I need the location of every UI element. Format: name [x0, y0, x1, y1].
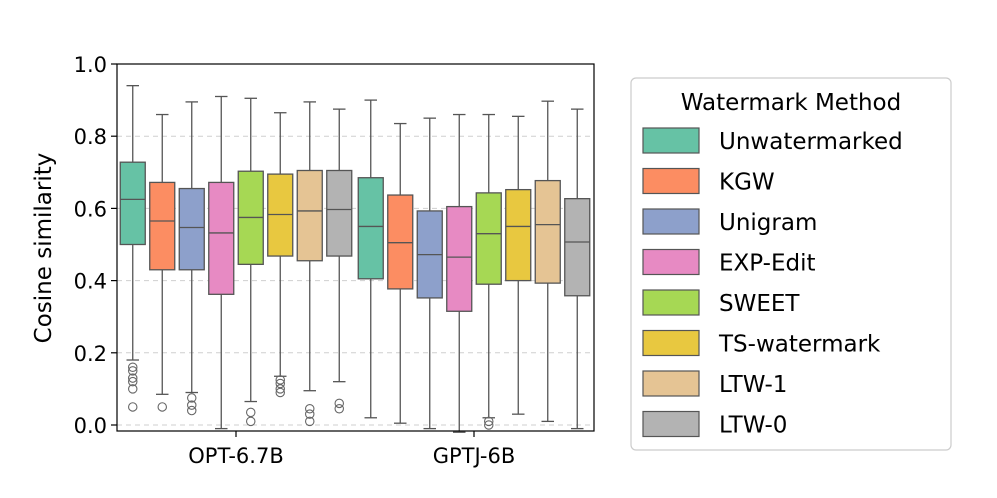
outlier-point: [483, 420, 494, 430]
outlier-point: [187, 400, 197, 410]
outlier-point: [304, 409, 315, 419]
legend-label-exp-edit: EXP-Edit: [719, 251, 816, 277]
outlier-point: [275, 387, 285, 398]
y-tick-label-5: 1.0: [74, 53, 107, 77]
outlier-point: [128, 373, 138, 383]
legend: Watermark Method Unwatermarked KGW Unigram…: [630, 77, 952, 451]
legend-swatch-ltw-0: [642, 410, 700, 438]
box-ts-watermark-0: [267, 112, 294, 398]
iqr-box: [208, 181, 235, 295]
y-tick-label-0: 0.0: [74, 414, 107, 438]
outlier-point: [334, 404, 344, 414]
y-tick-label-3: 0.6: [74, 197, 107, 221]
plot-area: [116, 63, 595, 432]
legend-swatch-unigram: [642, 208, 700, 235]
outlier-point: [157, 402, 168, 412]
legend-swatch-exp-edit: [642, 248, 700, 276]
legend-frame: [630, 77, 952, 451]
legend-label-ltw-0: LTW-0: [719, 413, 787, 439]
legend-label-unigram: Unigram: [719, 210, 817, 236]
iqr-box: [119, 161, 146, 246]
y-axis: 0.0 0.2 0.4 0.6 0.8 1.0: [74, 53, 117, 438]
box-ltw-1-1: [534, 100, 561, 423]
box-sweet-1: [475, 113, 502, 430]
box-ltw-0-1: [564, 108, 591, 430]
iqr-box: [534, 179, 561, 284]
legend-label-unwatermarked: Unwatermarked: [719, 129, 903, 155]
box-ltw-0-0: [326, 108, 353, 414]
box-unigram-0: [178, 101, 205, 416]
outlier-point: [128, 366, 138, 376]
outlier-point: [304, 404, 315, 414]
outlier-point: [128, 362, 138, 372]
legend-title: Watermark Method: [681, 90, 901, 116]
x-tick-label-1: GPTJ-6B: [433, 444, 516, 468]
outlier-point: [187, 405, 197, 416]
box-exp-edit-0: [208, 95, 235, 430]
box-unwatermarked-0: [119, 85, 146, 412]
legend-swatch-ts-watermark: [642, 329, 700, 357]
outlier-point: [334, 398, 344, 409]
legend-label-kgw: KGW: [719, 170, 775, 196]
iqr-box: [357, 177, 384, 280]
iqr-box: [178, 187, 205, 271]
box-kgw-0: [149, 113, 176, 412]
iqr-box: [296, 169, 323, 262]
outlier-point: [483, 416, 494, 427]
box-sweet-0: [237, 97, 264, 427]
x-tick-label-0: OPT-6.7B: [188, 444, 283, 468]
y-tick-label-1: 0.2: [74, 342, 107, 366]
legend-swatch-sweet: [642, 289, 700, 316]
iqr-box: [505, 188, 532, 282]
iqr-box: [446, 205, 473, 312]
iqr-box: [149, 181, 176, 271]
box-unwatermarked-1: [357, 99, 384, 419]
outlier-point: [128, 376, 138, 387]
box-ltw-1-0: [296, 101, 323, 427]
y-tick-label-4: 0.8: [74, 125, 107, 149]
legend-swatch-kgw: [642, 167, 700, 195]
box-kgw-1: [387, 122, 414, 424]
outlier-point: [275, 378, 285, 389]
iqr-box: [387, 194, 414, 290]
x-axis: OPT-6.7B GPTJ-6B: [188, 431, 515, 468]
outlier-point: [275, 375, 285, 385]
box-unigram-1: [416, 117, 443, 430]
outlier-point: [246, 407, 256, 418]
legend-label-sweet: SWEET: [719, 291, 800, 317]
iqr-box: [326, 169, 353, 257]
legend-swatch-ltw-1: [642, 370, 700, 397]
boxes: [119, 85, 591, 433]
outlier-point: [128, 384, 138, 394]
y-axis-label: Cosine similarity: [31, 153, 57, 344]
outlier-point: [187, 393, 197, 403]
box-ts-watermark-1: [505, 115, 532, 415]
outlier-point: [275, 384, 285, 394]
y-tick-label-2: 0.4: [74, 270, 107, 294]
outlier-point: [128, 402, 138, 412]
iqr-box: [475, 192, 502, 285]
legend-label-ts-watermark: TS-watermark: [718, 332, 881, 358]
box-exp-edit-1: [446, 113, 473, 433]
outlier-point: [246, 416, 256, 427]
legend-label-ltw-1: LTW-1: [719, 372, 787, 398]
legend-swatch-unwatermarked: [642, 127, 700, 154]
outlier-point: [304, 416, 315, 427]
iqr-box: [564, 198, 591, 297]
